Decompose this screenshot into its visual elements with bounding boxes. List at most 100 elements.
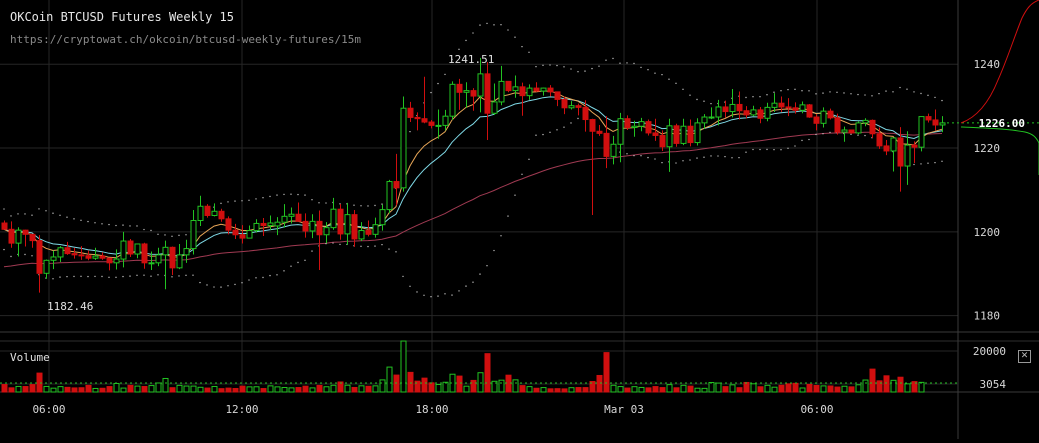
- candle: [351, 210, 358, 247]
- volume-bar: [764, 384, 771, 393]
- upper-band-dot: [710, 102, 712, 105]
- candle: [253, 219, 260, 233]
- volume-bar: [106, 386, 113, 393]
- candle: [470, 88, 477, 111]
- candle-body: [820, 110, 827, 124]
- time-tick-label: 12:00: [225, 403, 258, 416]
- volume-bar: [57, 386, 64, 393]
- upper-band-dot: [584, 70, 586, 72]
- candle-body: [603, 132, 610, 157]
- candle-body: [435, 124, 442, 127]
- upper-band-dot: [843, 92, 845, 94]
- volume-bar: [722, 386, 729, 393]
- upper-band-dot: [38, 208, 40, 210]
- candle: [701, 114, 708, 129]
- candle-body: [176, 254, 183, 269]
- time-tick-label: 18:00: [415, 403, 448, 416]
- candle-body: [932, 119, 939, 126]
- candle: [722, 100, 729, 118]
- candle-body: [575, 105, 582, 108]
- volume-bar: [869, 368, 876, 393]
- volume-bar: [428, 382, 435, 393]
- volume-bar: [505, 374, 512, 393]
- volume-bar: [666, 384, 673, 393]
- time-tick-label: 06:00: [32, 403, 65, 416]
- volume-bar: [701, 387, 708, 393]
- volume-bar: [883, 375, 890, 393]
- candle-body: [169, 246, 176, 269]
- lower-band-dot: [626, 153, 628, 155]
- volume-bar: [127, 384, 134, 393]
- volume-bar: [365, 385, 372, 393]
- candle: [414, 112, 421, 131]
- volume-bar: [827, 385, 834, 393]
- chart-source-url[interactable]: https://cryptowat.ch/okcoin/btcusd-weekl…: [10, 33, 361, 46]
- candle: [232, 223, 239, 239]
- upper-band-dot: [941, 99, 943, 102]
- upper-band-dot: [892, 91, 894, 93]
- volume-bar: [85, 384, 92, 393]
- candle-body: [379, 209, 386, 226]
- volume-bar: [498, 379, 505, 393]
- candle-body: [792, 107, 799, 111]
- candle: [785, 98, 792, 117]
- candle: [442, 109, 449, 131]
- candle: [820, 107, 827, 128]
- price-tick-label: 1180: [974, 310, 1001, 323]
- upper-band-dot: [220, 202, 222, 205]
- upper-band-dot: [10, 215, 12, 217]
- lower-band-dot: [808, 138, 810, 141]
- candle: [372, 217, 379, 238]
- candle-body: [568, 105, 575, 109]
- candle-body: [519, 86, 526, 97]
- candle-body: [15, 229, 22, 244]
- candle: [925, 113, 932, 123]
- candle-body: [239, 234, 246, 239]
- lower-band-dot: [528, 158, 530, 161]
- candle-body: [92, 255, 99, 259]
- candle-body: [855, 122, 862, 134]
- candle-body: [491, 101, 498, 114]
- candle-body: [645, 121, 652, 134]
- candle: [694, 118, 701, 146]
- candle: [456, 78, 463, 110]
- upper-band-dot: [94, 222, 96, 224]
- volume-bar: [435, 383, 442, 393]
- volume-bar: [120, 387, 127, 393]
- volume-bar: [351, 386, 358, 393]
- lower-band-dot: [458, 290, 460, 292]
- lower-band-dot: [696, 157, 698, 159]
- candle: [330, 197, 337, 230]
- upper-band-dot: [766, 94, 768, 96]
- lower-band-dot: [87, 275, 89, 278]
- volume-bar: [771, 386, 778, 393]
- upper-band-dot: [591, 67, 593, 70]
- volume-bar: [225, 387, 232, 393]
- volume-bar: [876, 380, 883, 393]
- candle: [624, 115, 631, 131]
- candle-body: [526, 87, 533, 97]
- candle: [645, 119, 652, 136]
- lower-band-dot: [367, 245, 369, 248]
- volume-bar: [260, 388, 267, 393]
- upper-band-dot: [570, 68, 572, 70]
- upper-band-dot: [325, 202, 327, 204]
- lower-band-dot: [647, 156, 649, 159]
- volume-bar: [603, 352, 610, 393]
- candle-body: [925, 116, 932, 121]
- candle: [554, 91, 561, 107]
- volume-bar: [288, 387, 295, 393]
- upper-band-dot: [353, 204, 355, 206]
- volume-bar: [694, 387, 701, 393]
- volume-bar: [1, 384, 8, 393]
- annotations: 1241.51 1182.46: [47, 53, 494, 313]
- close-volume-icon[interactable]: ✕: [1018, 350, 1031, 363]
- lower-band-dot: [780, 148, 782, 151]
- upper-band-dot: [633, 62, 635, 65]
- candle: [36, 235, 43, 293]
- volume-bar: [638, 386, 645, 393]
- candle: [337, 204, 344, 240]
